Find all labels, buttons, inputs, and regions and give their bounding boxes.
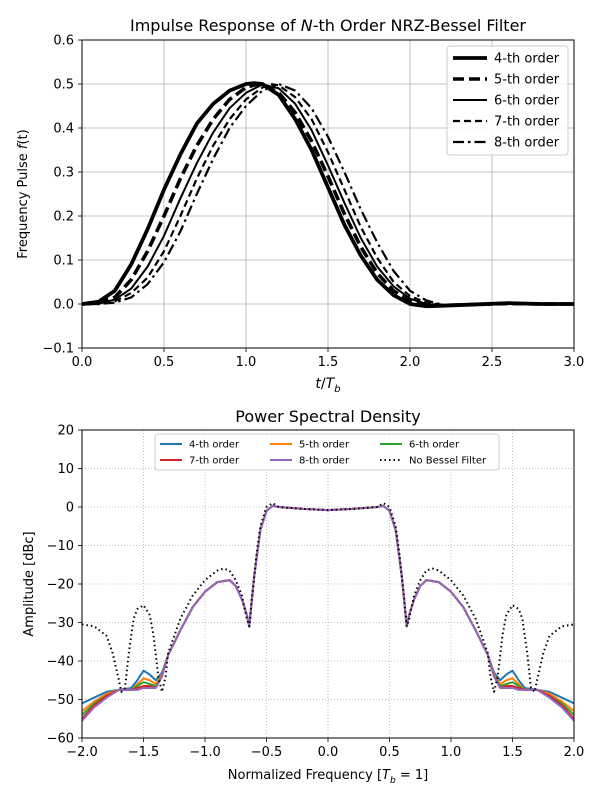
x-tick-label: 0.0 [72,355,93,370]
chart1-legend: 4-th order 5-th order 6-th order 7-th order… [446,45,569,156]
y-tick-label: −10 [47,539,74,554]
y-tick-label: 10 [57,462,74,477]
legend-label: No Bessel Filter [409,456,487,467]
y-tick-label: −20 [47,578,74,593]
legend-label: 4-th order [494,52,560,67]
x-tick-label: 2.0 [400,355,421,370]
y-tick-label: −30 [47,616,74,631]
chart1-series [82,81,574,309]
x-tick-label: 1.5 [318,355,339,370]
y-tick-label: 20 [57,424,74,439]
x-tick-label: 1.5 [502,745,523,760]
y-tick-label: 0.3 [53,166,74,181]
y-tick-label: 0.4 [53,122,74,137]
series-line [82,502,574,693]
chart2-title: Power Spectral Density [235,407,420,426]
chart2-x-label: Normalized Frequency [Tb = 1] [228,768,428,786]
series-line [82,82,574,306]
x-tick-label: −0.5 [251,745,283,760]
chart1-x-ticks: 0.0 0.5 1.0 1.5 2.0 2.5 3.0 [72,348,585,370]
chart1-y-ticks: −0.1 0.0 0.1 0.2 0.3 0.4 0.5 0.6 [42,34,82,357]
x-tick-label: −1.0 [189,745,221,760]
y-tick-label: 0.0 [53,298,74,313]
y-tick-label: 0 [66,501,74,516]
legend-label: 8-th order [299,456,350,467]
x-tick-label: 1.0 [441,745,462,760]
y-tick-label: −0.1 [42,342,74,357]
legend-label: 8-th order [494,136,560,151]
x-tick-label: −1.5 [128,745,160,760]
x-tick-label: 0.0 [318,745,339,760]
legend-label: 7-th order [189,456,240,467]
legend-label: 4-th order [189,440,240,451]
chart2-x-ticks: −2.0 −1.5 −1.0 −0.5 0.0 0.5 1.0 1.5 2.0 [66,738,584,760]
y-tick-label: 0.2 [53,210,74,225]
y-tick-label: 0.5 [53,78,74,93]
x-tick-label: 0.5 [379,745,400,760]
series-line [82,82,574,306]
y-tick-label: −40 [47,655,74,670]
chart1-y-label: Frequency Pulse f(t) [16,129,31,258]
y-tick-label: −50 [47,693,74,708]
y-tick-label: 0.1 [53,254,74,269]
legend-label: 6-th order [494,94,560,109]
legend-label: 7-th order [494,115,560,130]
chart1-title: Impulse Response of N-th Order NRZ-Besse… [130,16,526,35]
chart2-series [82,502,574,722]
legend-box [154,433,500,471]
chart1-x-label: t/Tb [315,376,340,395]
impulse-chart: Impulse Response of N-th Order NRZ-Besse… [16,16,584,395]
chart2-y-label: Amplitude [dBc] [22,531,37,636]
x-tick-label: 2.5 [482,355,503,370]
legend-box [446,45,569,156]
x-tick-label: 0.5 [154,355,175,370]
psd-chart: Power Spectral Density −2.0 −1.5 −1.0 −0.5 0… [22,407,584,786]
chart2-y-ticks: −60 −50 −40 −30 −20 −10 0 10 20 [47,424,82,747]
legend-label: 5-th order [494,73,560,88]
chart2-legend: 4-th order 5-th order 6-th order 7-th order… [154,433,500,471]
x-tick-label: 3.0 [564,355,585,370]
y-tick-label: 0.6 [53,34,74,49]
legend-label: 6-th order [409,440,460,451]
x-tick-label: 1.0 [236,355,257,370]
legend-label: 5-th order [299,440,350,451]
x-tick-label: 2.0 [564,745,585,760]
chart2-frame [81,429,575,739]
x-tick-label: −2.0 [66,745,98,760]
chart1-frame [81,39,575,349]
y-tick-label: −60 [47,732,74,747]
